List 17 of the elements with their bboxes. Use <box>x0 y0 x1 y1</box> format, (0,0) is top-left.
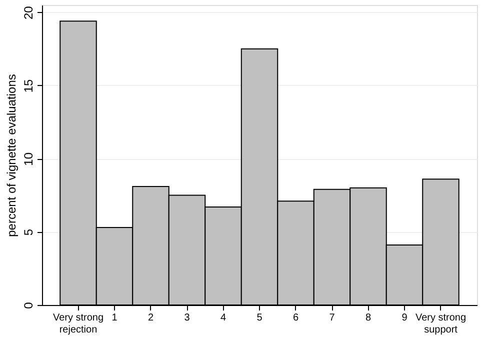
x-tick-label: Very strong support <box>415 312 466 336</box>
x-tick-label: 2 <box>148 312 154 324</box>
x-tick-label: 1 <box>112 312 118 324</box>
x-tick-label: 9 <box>402 312 408 324</box>
y-tick-label: 5 <box>22 228 36 236</box>
x-tick-label: 7 <box>329 312 336 324</box>
y-tick-label: 20 <box>22 6 36 20</box>
x-tick-label: Very strong rejection <box>52 312 104 336</box>
x-tick-label: 5 <box>256 312 263 324</box>
x-tick-label: 4 <box>220 312 226 324</box>
y-axis-title: percent of vignette evaluations <box>4 74 18 237</box>
y-tick-label: 0 <box>22 302 36 309</box>
x-tick-label: 6 <box>292 312 299 324</box>
x-tick-label: 3 <box>184 312 190 324</box>
x-tick-label: 8 <box>365 312 372 324</box>
y-tick-label: 10 <box>22 152 36 166</box>
y-tick-label: 15 <box>22 78 36 93</box>
